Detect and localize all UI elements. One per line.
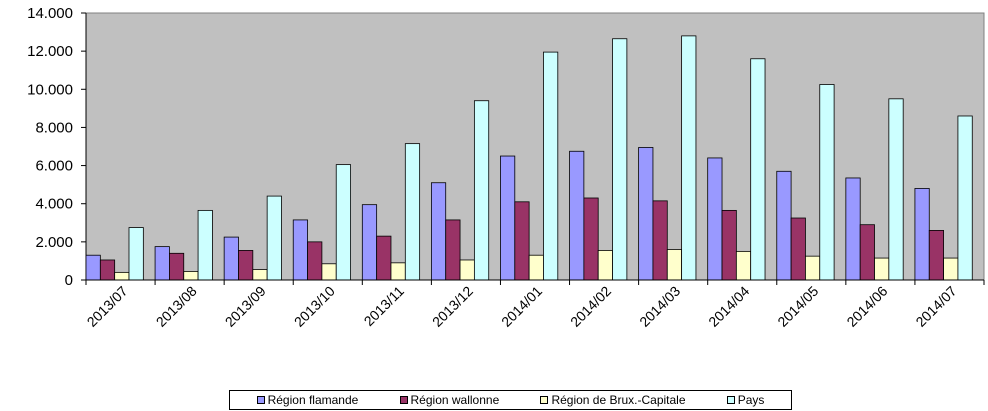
bar-region-flamande <box>776 170 792 281</box>
bar-region-flamande <box>154 246 170 281</box>
bar-region-flamande <box>430 182 447 281</box>
x-axis: 2013/07 2013/08 2013/09 2013/10 2013/11 2013/… <box>84 279 985 330</box>
bar-region-de-brux-capitale <box>874 257 890 281</box>
y-tick-label: 0 <box>65 272 73 289</box>
bar-pays <box>128 227 144 281</box>
legend-label-pays: Pays <box>737 393 765 407</box>
y-tick-label: 8.000 <box>35 119 73 136</box>
bar-region-de-brux-capitale <box>528 254 544 281</box>
y-tick-label: 6.000 <box>35 158 73 175</box>
x-tick-label: 2013/12 <box>429 283 476 330</box>
y-tick-label: 10.000 <box>27 81 73 98</box>
legend-swatch-region-flamande <box>256 396 265 404</box>
y-tick-label: 12.000 <box>27 43 73 60</box>
legend-swatch-region-wallonne <box>399 396 408 404</box>
legend-item-pays: Pays <box>726 393 765 407</box>
legend-item-region-wallonne: Région wallonne <box>399 393 500 407</box>
y-tick-label: 14.000 <box>27 5 73 22</box>
bar-region-de-brux-capitale <box>597 250 613 281</box>
x-tick-label: 2014/05 <box>774 283 821 330</box>
bar-pays <box>888 98 904 281</box>
bar-region-wallonne <box>652 200 668 281</box>
legend: Région flamande Région wallonne Région d… <box>229 390 792 410</box>
x-tick-label: 2013/11 <box>361 283 408 330</box>
legend-label-region-flamande: Région flamande <box>267 393 359 407</box>
x-tick-label: 2014/01 <box>498 283 545 330</box>
bar-region-wallonne <box>99 259 116 281</box>
bar-region-wallonne <box>790 217 806 281</box>
bar-region-wallonne <box>445 219 461 281</box>
bar-region-flamande <box>500 155 516 281</box>
x-tick-label: 2014/02 <box>567 283 614 330</box>
bar-region-de-brux-capitale <box>666 249 683 281</box>
bars-layer <box>85 35 973 281</box>
legend-swatch-region-bruxelles <box>540 396 549 404</box>
bar-region-de-brux-capitale <box>943 257 959 281</box>
y-tick-label: 4.000 <box>35 196 73 213</box>
bar-pays <box>473 100 490 281</box>
bar-region-flamande <box>292 219 308 281</box>
bar-pays <box>819 84 835 281</box>
x-tick-label: 2013/07 <box>84 283 131 330</box>
bar-pays <box>404 143 421 281</box>
bar-pays <box>197 209 213 281</box>
bar-pays <box>750 58 766 281</box>
bar-region-de-brux-capitale <box>805 255 821 281</box>
bar-region-wallonne <box>307 241 323 281</box>
bar-region-flamande <box>638 147 654 281</box>
bar-region-de-brux-capitale <box>735 250 752 281</box>
y-axis: 0 2.000 4.000 6.000 8.000 10.000 12.000 14.000 <box>27 5 87 289</box>
bar-region-de-brux-capitale <box>321 263 337 281</box>
legend-item-region-bruxelles: Région de Brux.-Capitale <box>540 393 686 407</box>
legend-label-region-wallonne: Région wallonne <box>410 393 500 407</box>
legend-label-region-bruxelles: Région de Brux.-Capitale <box>551 393 686 407</box>
bar-region-flamande <box>223 236 239 281</box>
bar-region-wallonne <box>928 230 944 281</box>
x-tick-label: 2013/10 <box>291 283 338 330</box>
x-tick-label: 2014/04 <box>705 283 752 330</box>
bar-region-wallonne <box>238 250 254 281</box>
x-tick-label: 2014/03 <box>636 283 683 330</box>
bar-region-flamande <box>707 157 723 281</box>
bar-region-flamande <box>85 254 101 281</box>
bar-region-wallonne <box>859 224 875 281</box>
bar-region-flamande <box>914 188 930 281</box>
bar-region-de-brux-capitale <box>252 269 268 281</box>
bar-region-flamande <box>569 150 585 281</box>
bar-pays <box>266 195 282 281</box>
bar-region-de-brux-capitale <box>183 271 199 281</box>
bar-region-de-brux-capitale <box>114 271 130 281</box>
legend-swatch-pays <box>726 396 735 404</box>
bar-pays <box>681 35 697 281</box>
bar-pays <box>612 38 628 281</box>
x-tick-label: 2013/08 <box>153 283 200 330</box>
bar-region-de-brux-capitale <box>459 259 475 281</box>
bar-region-wallonne <box>514 201 530 281</box>
x-tick-label: 2014/07 <box>912 283 959 330</box>
bar-region-flamande <box>361 204 378 281</box>
bar-region-wallonne <box>376 235 392 281</box>
bar-pays <box>957 115 973 281</box>
legend-item-region-flamande: Région flamande <box>256 393 359 407</box>
bar-region-flamande <box>845 177 861 281</box>
bar-pays <box>543 51 559 281</box>
x-tick-label: 2014/06 <box>843 283 890 330</box>
x-tick-label: 2013/09 <box>222 283 269 330</box>
bar-region-wallonne <box>721 209 737 281</box>
y-tick-label: 2.000 <box>35 234 73 251</box>
bar-region-wallonne <box>169 252 185 281</box>
bar-pays <box>335 164 351 281</box>
bar-region-de-brux-capitale <box>390 262 406 281</box>
bar-region-wallonne <box>583 197 599 281</box>
